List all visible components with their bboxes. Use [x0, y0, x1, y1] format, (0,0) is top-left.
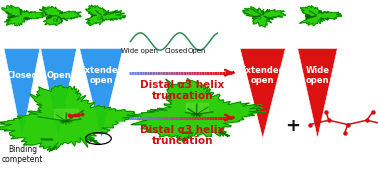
Text: Binding
competent: Binding competent [2, 145, 43, 164]
Text: Open: Open [187, 48, 206, 54]
Text: +: + [285, 117, 301, 135]
Text: Distal α3 helix
truncation: Distal α3 helix truncation [140, 125, 224, 146]
Polygon shape [298, 48, 337, 138]
Polygon shape [40, 48, 76, 138]
Text: Closed: Closed [6, 71, 38, 80]
Text: Wide
open: Wide open [305, 66, 330, 85]
Polygon shape [4, 48, 40, 138]
Polygon shape [240, 48, 285, 138]
Polygon shape [0, 85, 139, 152]
Polygon shape [85, 5, 126, 25]
Polygon shape [300, 6, 342, 26]
Text: Extended
open: Extended open [79, 66, 124, 85]
Text: Distal α3 helix
truncation: Distal α3 helix truncation [140, 80, 224, 101]
Polygon shape [243, 7, 286, 27]
Text: Open: Open [46, 71, 71, 80]
Polygon shape [39, 6, 81, 26]
Polygon shape [79, 48, 123, 138]
Text: Closed: Closed [164, 48, 187, 54]
Polygon shape [2, 5, 45, 26]
Polygon shape [129, 79, 266, 141]
Text: Extended
open: Extended open [240, 66, 285, 85]
Text: Wide open: Wide open [121, 48, 158, 54]
